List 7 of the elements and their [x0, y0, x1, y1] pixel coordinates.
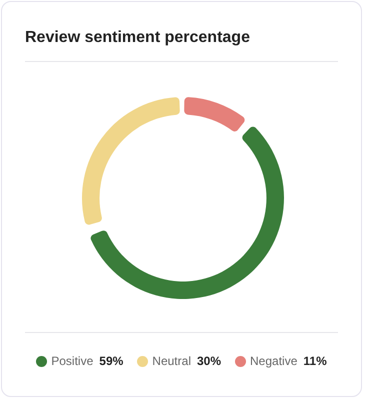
data-label: 11% [303, 354, 327, 368]
data-label: 59% [99, 354, 124, 368]
chart-title: Review sentiment percentage [25, 29, 250, 47]
data-label: 30% [196, 354, 222, 368]
legend-label: Negative [250, 354, 298, 368]
legend-label: Positive [51, 354, 94, 368]
legend-label: Neutral [152, 354, 191, 368]
